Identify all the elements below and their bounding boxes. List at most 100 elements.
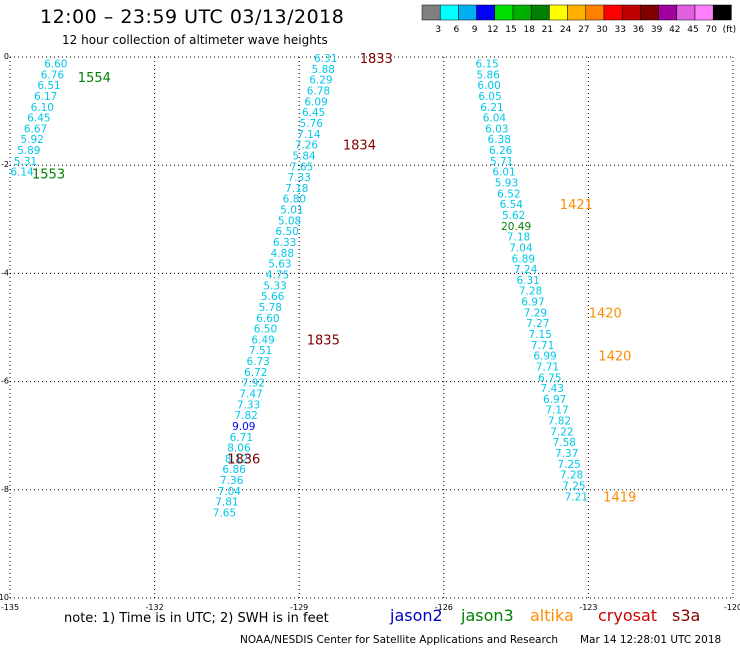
- swh-point: 7.65: [213, 508, 236, 520]
- colorbar-swatch: [421, 4, 441, 21]
- swh-point: 7.82: [548, 416, 571, 428]
- swh-point: 5.88: [312, 64, 335, 76]
- swh-point: 7.14: [297, 129, 321, 141]
- colorbar-label: 30: [596, 25, 608, 35]
- swh-point: 6.17: [34, 91, 57, 103]
- colorbar-label: 45: [687, 25, 698, 35]
- swh-point: 5.93: [495, 178, 518, 190]
- swh-point: 7.22: [550, 426, 573, 438]
- footer-timestamp: Mar 14 12:28:01 UTC 2018: [580, 634, 722, 646]
- colorbar-swatch: [567, 4, 587, 21]
- swh-point: 5.76: [300, 118, 324, 130]
- time-label: 1421: [560, 198, 593, 213]
- swh-point: 6.54: [500, 199, 524, 211]
- swh-point: 7.04: [509, 242, 533, 254]
- swh-point: 5.01: [280, 205, 303, 217]
- chart-subtitle: 12 hour collection of altimeter wave hei…: [62, 33, 328, 47]
- swh-point: 6.38: [488, 134, 511, 146]
- colorbar-swatch: [458, 4, 477, 21]
- legend-cryosat: cryosat: [598, 606, 658, 625]
- swh-point: 7.27: [526, 318, 549, 330]
- legend-jason3: jason3: [461, 606, 514, 625]
- note-text: note: 1) Time is in UTC; 2) SWH is in fe…: [64, 611, 329, 626]
- y-tick-label: -10: [0, 593, 9, 602]
- time-label: 1420: [589, 306, 622, 321]
- colorbar-swatch: [712, 4, 732, 21]
- colorbar-swatch: [494, 4, 514, 21]
- swh-point: 6.86: [222, 464, 246, 476]
- swh-point: 6.89: [512, 253, 535, 265]
- time-label: 1835: [307, 333, 340, 348]
- x-tick-label: -132: [146, 603, 164, 612]
- swh-point: 6.50: [254, 324, 277, 336]
- swh-point: 7.28: [560, 470, 583, 482]
- swh-point: 6.29: [309, 75, 332, 87]
- legend-altika: altika: [530, 606, 574, 625]
- swh-point: 6.21: [480, 102, 503, 114]
- colorbar-swatch: [676, 4, 696, 21]
- swh-point: 6.05: [478, 91, 501, 103]
- colorbar-swatch: [549, 4, 568, 21]
- swh-point: 6.04: [483, 113, 507, 125]
- swh-point: 7.04: [218, 486, 242, 498]
- swh-point: 6.80: [283, 194, 306, 206]
- swh-point: 7.92: [242, 378, 265, 390]
- colorbar-label: 6: [454, 25, 460, 35]
- swh-point: 5.86: [476, 69, 500, 81]
- swh-point: 7.17: [545, 405, 568, 417]
- chart-title: 12:00 – 23:59 UTC 03/13/2018: [40, 6, 345, 28]
- swh-point: 6.60: [44, 58, 67, 70]
- swh-point: 6.10: [31, 102, 54, 114]
- swh-point: 5.78: [259, 302, 282, 314]
- swh-point: 7.58: [553, 437, 576, 449]
- swh-point: 6.45: [302, 107, 325, 119]
- swh-point: 7.51: [249, 345, 272, 357]
- swh-point: 6.26: [489, 145, 513, 157]
- swh-point: 7.33: [288, 172, 311, 184]
- swh-point: 5.33: [263, 280, 286, 292]
- colorbar-label: 12: [487, 25, 498, 35]
- colorbar-label: 27: [578, 25, 589, 35]
- y-tick-label: -4: [1, 268, 9, 277]
- swh-point: 5.63: [268, 259, 291, 271]
- swh-point: 6.75: [538, 372, 561, 384]
- colorbar-label: 15: [505, 25, 516, 35]
- swh-point: 6.76: [41, 69, 65, 81]
- colorbar-swatch: [585, 4, 605, 21]
- time-label: 1553: [32, 167, 65, 182]
- swh-point: 5.71: [490, 156, 513, 168]
- swh-point: 7.37: [555, 448, 578, 460]
- swh-point: 7.15: [529, 329, 552, 341]
- swh-point: 6.67: [24, 123, 47, 135]
- swh-point: 6.09: [304, 96, 327, 108]
- x-tick-label: -123: [579, 603, 597, 612]
- time-label: 1836: [227, 452, 260, 467]
- swh-point: 6.52: [497, 188, 520, 200]
- swh-point: 7.24: [514, 264, 538, 276]
- swh-point: 7.47: [239, 389, 262, 401]
- swh-point: 20.49: [501, 221, 531, 233]
- swh-point: 6.60: [256, 313, 279, 325]
- swh-point: 7.43: [541, 383, 564, 395]
- time-label: 1833: [360, 52, 393, 67]
- colorbar-label: 70: [705, 25, 717, 35]
- swh-point: 6.72: [244, 367, 267, 379]
- swh-point: 7.71: [536, 361, 559, 373]
- time-label: 1554: [78, 71, 111, 86]
- swh-point: 7.25: [562, 480, 585, 492]
- colorbar-label: 18: [523, 25, 535, 35]
- swh-point: 7.82: [234, 410, 257, 422]
- swh-point: 5.84: [292, 150, 316, 162]
- colorbar-swatch: [439, 4, 459, 21]
- colorbar-swatch: [640, 4, 659, 21]
- y-tick-label: 0: [4, 52, 9, 61]
- swh-point: 6.49: [251, 334, 274, 346]
- swh-point: 7.65: [290, 161, 313, 173]
- x-tick-label: -120: [724, 603, 740, 612]
- colorbar-swatch: [512, 4, 532, 21]
- swh-point: 6.73: [247, 356, 270, 368]
- legend-s3a: s3a: [672, 606, 701, 625]
- colorbar-swatch: [694, 4, 714, 21]
- swh-point: 6.78: [307, 86, 330, 98]
